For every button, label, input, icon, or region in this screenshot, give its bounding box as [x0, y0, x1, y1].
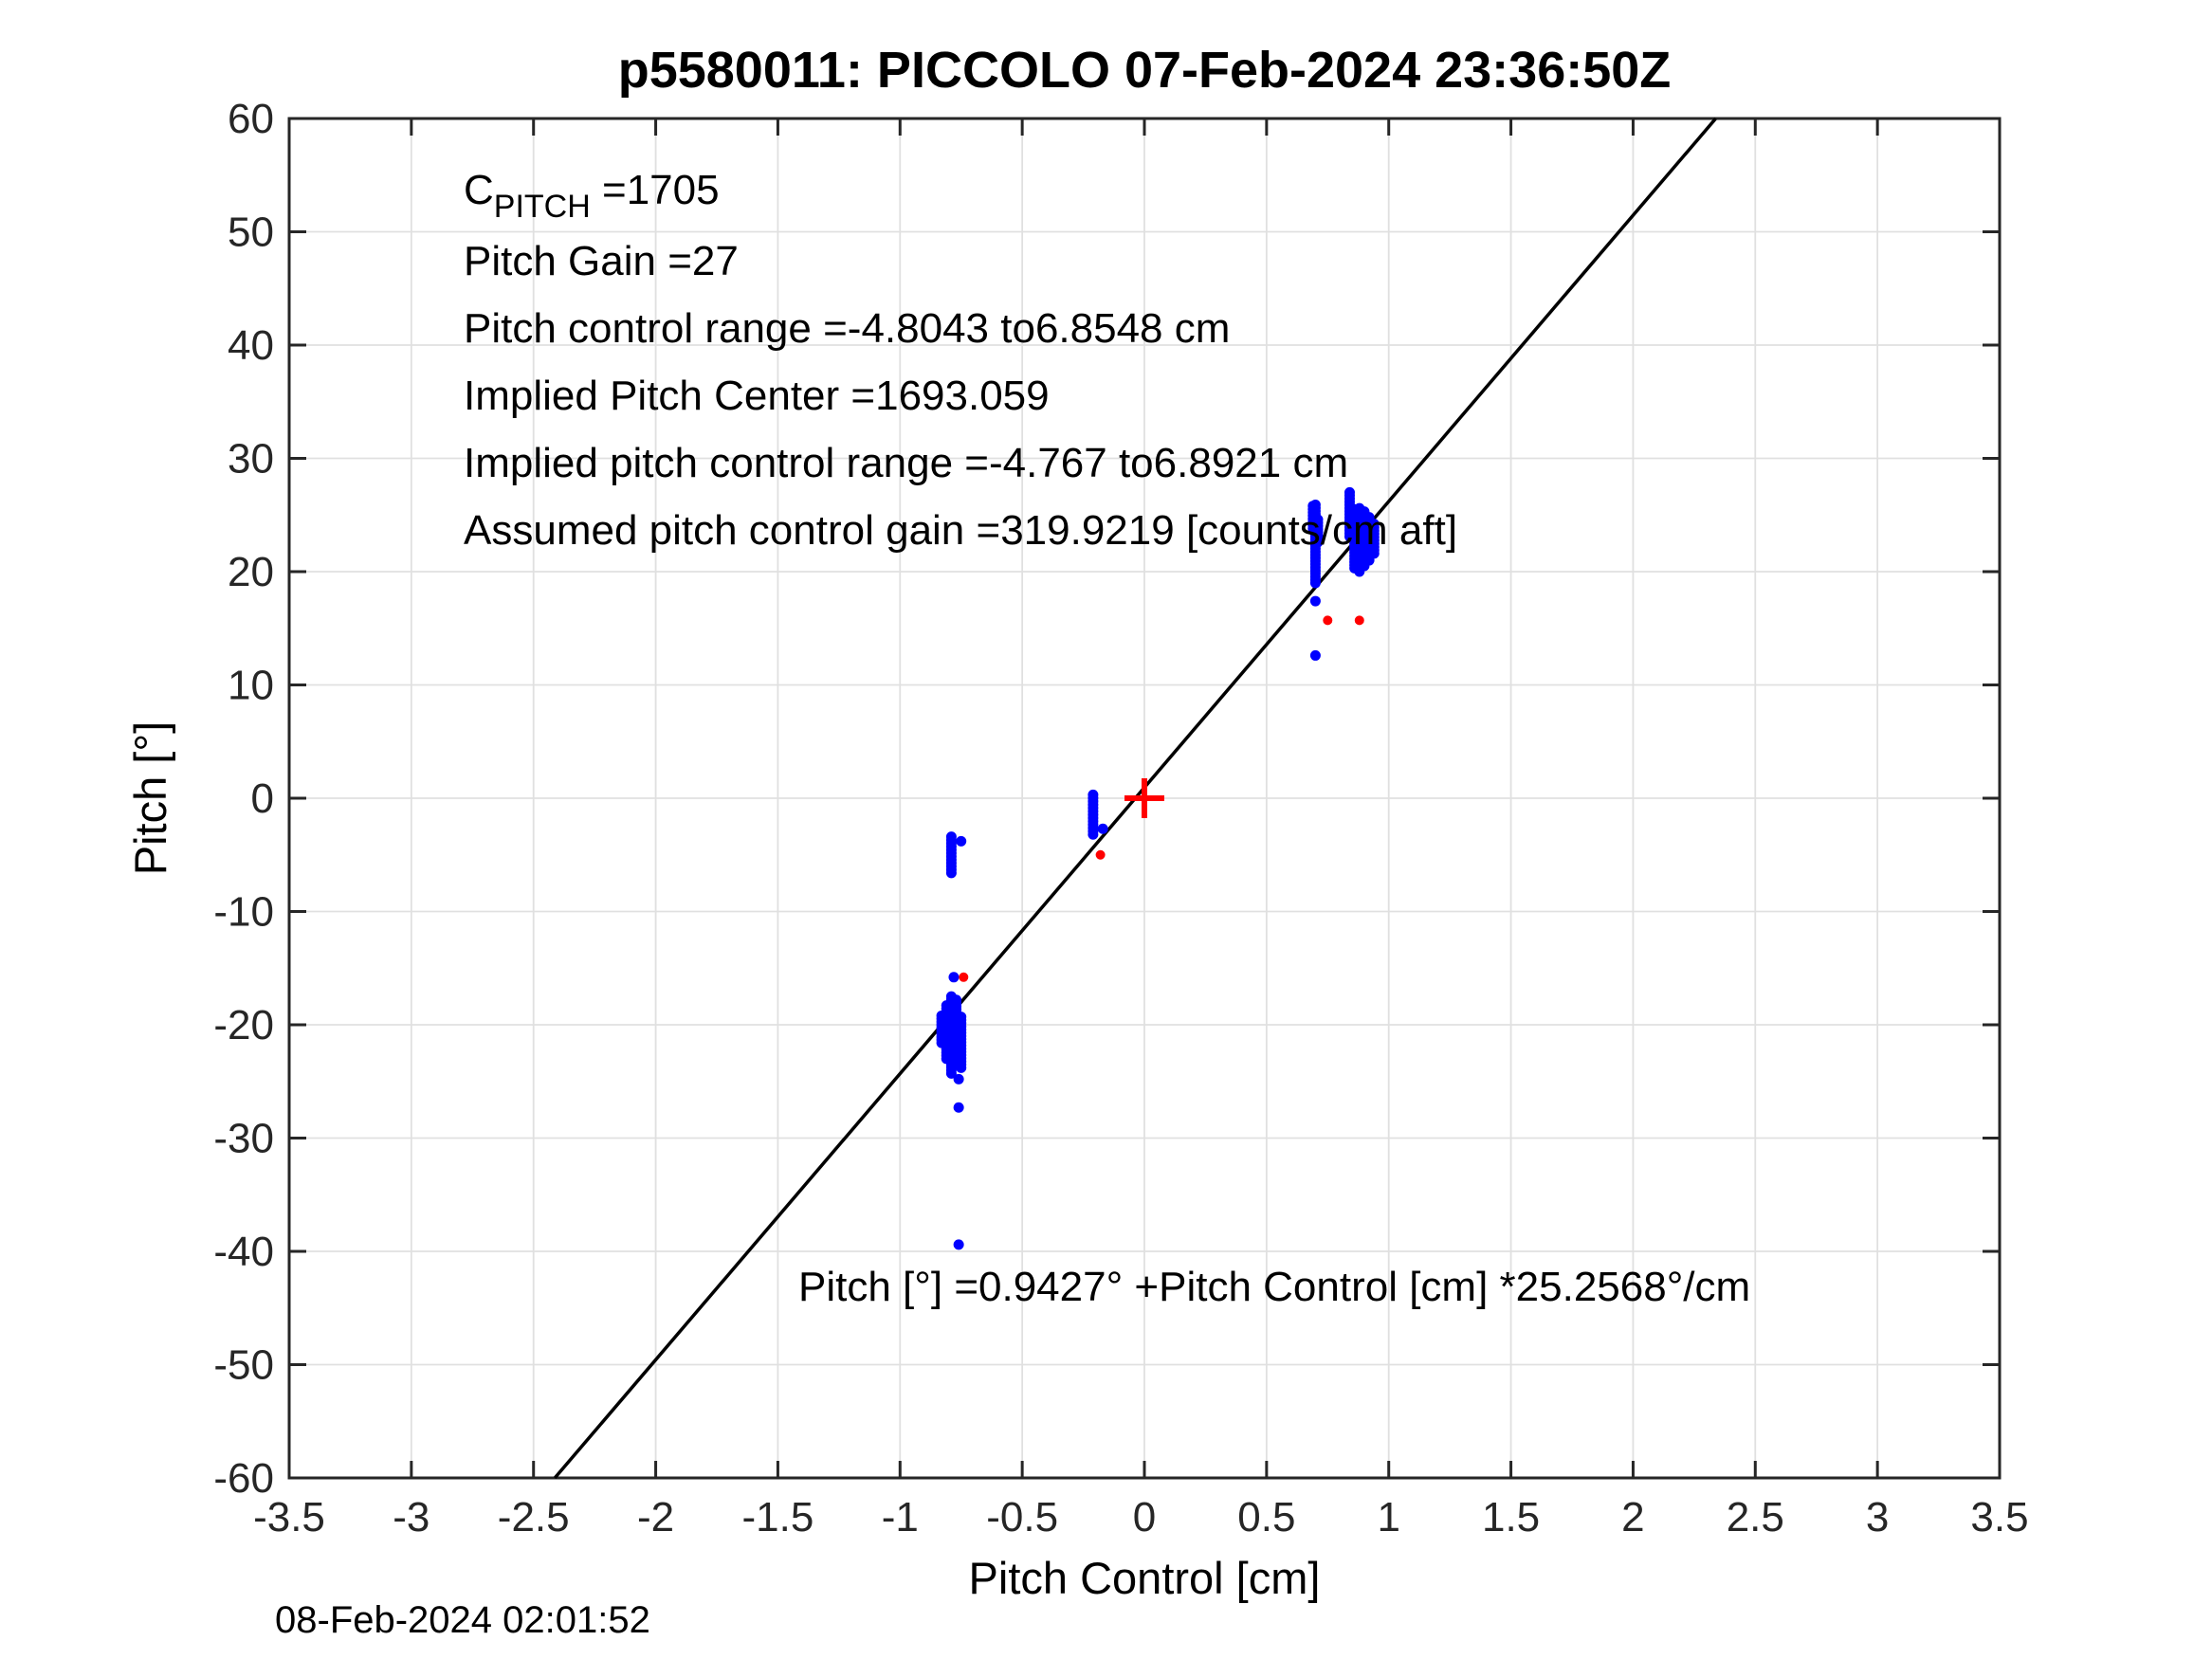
data-point: [1312, 537, 1324, 548]
data-point: [956, 1062, 967, 1073]
y-tick-label: 10: [228, 663, 274, 709]
data-point: [953, 1239, 964, 1250]
x-tick-label: -3.5: [253, 1494, 325, 1540]
data-point: [1354, 615, 1364, 626]
y-tick-label: 40: [228, 322, 274, 369]
y-tick-label: -20: [213, 1002, 274, 1048]
x-tick-label: -1.5: [742, 1494, 814, 1540]
scatter-points-layer: [936, 486, 1380, 1250]
x-tick-label: -3: [393, 1494, 430, 1540]
annotation-implied-pitch-center: Implied Pitch Center =1693.059: [464, 373, 1050, 419]
y-tick-label: 20: [228, 549, 274, 595]
y-axis-label: Pitch [°]: [125, 721, 175, 875]
x-tick-label: 0.5: [1237, 1494, 1295, 1540]
data-point: [948, 972, 960, 983]
annotation-pitch-control-range: Pitch control range =-4.8043 to6.8548 cm: [464, 305, 1230, 352]
y-tick-label: 50: [228, 210, 274, 256]
x-tick-label: -1: [882, 1494, 919, 1540]
data-point: [1309, 649, 1321, 661]
y-tick-label: -50: [213, 1342, 274, 1389]
annotation-pitch-gain: Pitch Gain =27: [464, 238, 739, 284]
y-tick-label: -40: [213, 1229, 274, 1275]
annotation-cpitch-base: C: [464, 167, 494, 213]
x-tick-label: 0: [1133, 1494, 1156, 1540]
annotation-assumed-pitch-control-gain: Assumed pitch control gain =319.9219 [co…: [464, 507, 1457, 554]
origin-marker-layer: [1124, 778, 1164, 818]
data-point: [959, 972, 969, 982]
data-point: [1323, 615, 1333, 626]
data-point: [1088, 829, 1099, 840]
axis-ticks: [287, 117, 2002, 1480]
x-tick-label: 1.5: [1482, 1494, 1540, 1540]
annotation-cpitch-value: =1705: [591, 167, 720, 213]
x-tick-label: 2: [1621, 1494, 1644, 1540]
figure-timestamp: 08-Feb-2024 02:01:52: [275, 1599, 650, 1641]
chart-title: p5580011: PICCOLO 07-Feb-2024 23:36:50Z: [618, 42, 1672, 99]
fit-equation-label: Pitch [°] =0.9427° +Pitch Control [cm] *…: [798, 1264, 1750, 1310]
y-tick-label: 30: [228, 436, 274, 483]
y-tick-label: 60: [228, 96, 274, 142]
data-point: [1095, 849, 1106, 860]
x-tick-label: -2: [637, 1494, 674, 1540]
data-point: [1368, 548, 1380, 559]
y-tick-label: 0: [251, 775, 274, 822]
x-axis-label: Pitch Control [cm]: [969, 1553, 1321, 1603]
data-point: [945, 867, 957, 879]
data-point: [956, 835, 967, 847]
gridlines: [289, 118, 2000, 1478]
x-tick-label: -2.5: [498, 1494, 570, 1540]
y-tick-label: -30: [213, 1116, 274, 1162]
data-point: [953, 1073, 964, 1085]
x-tick-label: 3.5: [1970, 1494, 2028, 1540]
x-tick-label: 1: [1377, 1494, 1399, 1540]
tick-labels: -3.5 -3 -2.5 -2 -1.5 -1 -0.5 0 0.5 1 1.5 2 2.5 3 3.5 -6…: [213, 96, 2028, 1540]
x-tick-label: -0.5: [986, 1494, 1058, 1540]
y-tick-label: -60: [213, 1455, 274, 1502]
data-point: [1309, 577, 1321, 589]
data-point: [1309, 595, 1321, 607]
data-point: [945, 1067, 957, 1079]
x-tick-label: 2.5: [1727, 1494, 1784, 1540]
annotation-cpitch-subscript: PITCH: [494, 189, 591, 225]
data-point: [1097, 823, 1108, 834]
y-tick-label: -10: [213, 889, 274, 936]
annotation-implied-pitch-control-range: Implied pitch control range =-4.767 to6.…: [464, 440, 1348, 486]
data-point: [953, 1102, 964, 1113]
x-tick-label: 3: [1866, 1494, 1889, 1540]
annotation-cpitch: CPITCH =1705: [464, 167, 720, 225]
